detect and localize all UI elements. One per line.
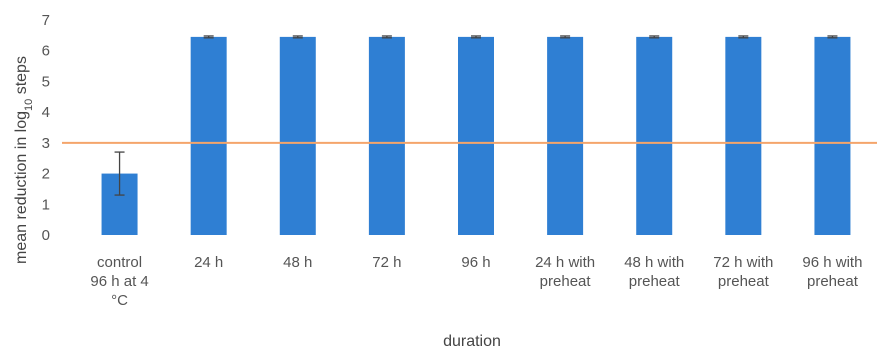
error-bar [471, 35, 481, 39]
error-bar [292, 35, 303, 39]
bar [814, 36, 851, 236]
y-axis-title: mean reduction in log10 steps [13, 56, 35, 264]
y-axis-ticks: 0 1 2 3 4 5 6 7 [42, 12, 50, 244]
x-tick-label: 96 h with preheat [802, 254, 862, 290]
bar [458, 36, 494, 236]
error-bar [114, 151, 125, 196]
x-tick-label: 96 h [461, 254, 490, 271]
error-bars [114, 35, 838, 196]
y-tick-label: 2 [42, 166, 50, 183]
y-tick-label: 6 [42, 43, 50, 60]
x-tick-label: 24 h with preheat [535, 254, 595, 290]
error-bar [649, 35, 660, 39]
error-bar [381, 35, 392, 39]
bar [190, 36, 227, 236]
x-tick-label: 72 h with preheat [713, 254, 773, 290]
error-bar [738, 35, 749, 39]
x-tick-label: 48 h with preheat [624, 254, 684, 290]
bar [725, 36, 762, 236]
bar [547, 36, 584, 236]
y-tick-label: 5 [42, 73, 50, 90]
bar [636, 36, 673, 236]
error-bar [560, 35, 571, 39]
x-axis-category-labels: control 96 h at 4 °C 24 h 48 h 72 h 96 h 24 h w… [90, 254, 862, 309]
x-tick-label: 48 h [283, 254, 312, 271]
bar [279, 36, 316, 236]
bar [368, 36, 405, 236]
error-bar [203, 35, 214, 39]
y-tick-label: 0 [42, 227, 50, 244]
x-tick-label: control 96 h at 4 °C [90, 254, 148, 309]
y-tick-label: 1 [42, 196, 50, 213]
error-bar [827, 35, 838, 39]
y-tick-label: 7 [42, 12, 50, 29]
x-tick-label: 72 h [372, 254, 401, 271]
y-tick-label: 4 [42, 104, 50, 121]
y-tick-label: 3 [42, 135, 50, 152]
bars [101, 36, 851, 236]
x-axis-title: duration [443, 333, 501, 350]
x-tick-label: 24 h [194, 254, 223, 271]
